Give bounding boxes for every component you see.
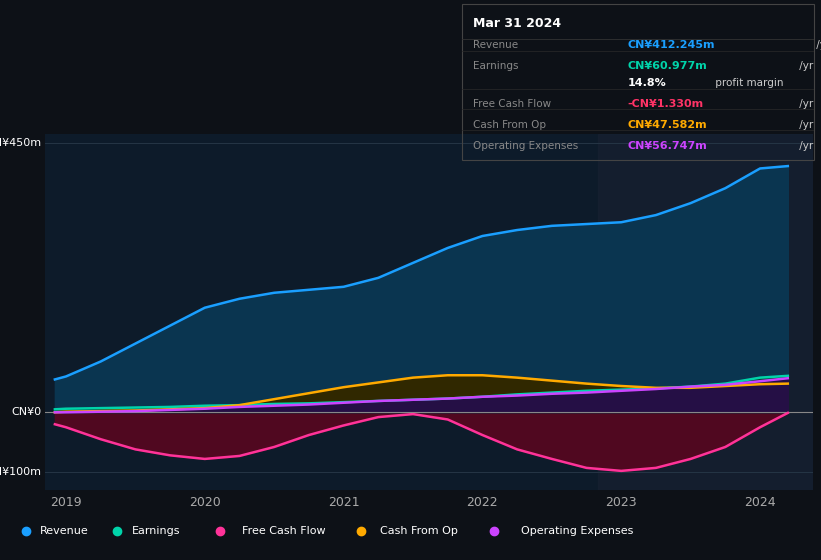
Text: CN¥412.245m: CN¥412.245m: [627, 40, 715, 50]
Text: Revenue: Revenue: [473, 40, 518, 50]
Text: Free Cash Flow: Free Cash Flow: [473, 99, 551, 109]
Text: 14.8%: 14.8%: [627, 78, 666, 88]
Text: profit margin: profit margin: [712, 78, 783, 88]
Text: CN¥60.977m: CN¥60.977m: [627, 61, 707, 71]
Text: Operating Expenses: Operating Expenses: [473, 141, 578, 151]
Text: Free Cash Flow: Free Cash Flow: [241, 526, 325, 535]
Text: CN¥0: CN¥0: [11, 407, 41, 417]
Text: CN¥56.747m: CN¥56.747m: [627, 141, 707, 151]
Bar: [598, 134, 813, 490]
Text: Cash From Op: Cash From Op: [380, 526, 458, 535]
Text: Cash From Op: Cash From Op: [473, 120, 546, 129]
Text: Mar 31 2024: Mar 31 2024: [473, 17, 561, 30]
Text: /yr: /yr: [796, 99, 814, 109]
Text: /yr: /yr: [813, 40, 821, 50]
Text: CN¥47.582m: CN¥47.582m: [627, 120, 707, 129]
Text: Revenue: Revenue: [39, 526, 89, 535]
Text: Operating Expenses: Operating Expenses: [521, 526, 633, 535]
Text: Earnings: Earnings: [131, 526, 180, 535]
Text: CN¥450m: CN¥450m: [0, 138, 41, 148]
Text: Earnings: Earnings: [473, 61, 518, 71]
Text: -CN¥1.330m: -CN¥1.330m: [627, 99, 704, 109]
Text: /yr: /yr: [796, 61, 814, 71]
Text: /yr: /yr: [796, 120, 814, 129]
Text: -CN¥100m: -CN¥100m: [0, 467, 41, 477]
Text: /yr: /yr: [796, 141, 814, 151]
